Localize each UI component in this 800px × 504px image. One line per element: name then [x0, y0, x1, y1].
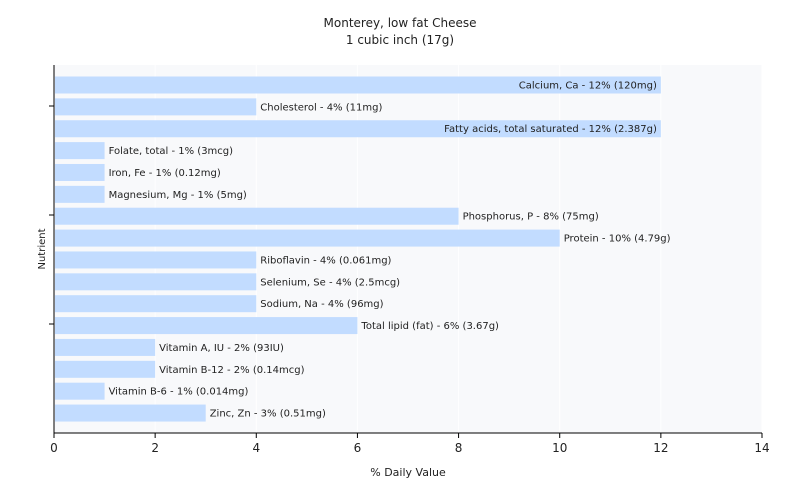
bar: [55, 338, 156, 356]
data-label: Riboflavin - 4% (0.061mg): [260, 255, 391, 266]
bar: [55, 317, 358, 335]
data-label: Zinc, Zn - 3% (0.51mg): [210, 409, 326, 420]
bar: [55, 120, 661, 138]
bar: [55, 163, 105, 181]
bar: [55, 360, 156, 378]
bar: [55, 251, 257, 269]
x-tick-label: 2: [151, 441, 159, 455]
data-labels: Calcium, Ca - 12% (120mg) Cholesterol - 4…: [109, 81, 671, 420]
x-tick-label: 10: [552, 441, 567, 455]
bars: [55, 76, 661, 422]
data-label: Folate, total - 1% (3mcg): [109, 146, 234, 157]
chart-subtitle: 1 cubic inch (17g): [346, 33, 454, 47]
data-label: Vitamin A, IU - 2% (93IU): [159, 343, 284, 354]
data-label: Selenium, Se - 4% (2.5mcg): [260, 277, 400, 288]
bar: [55, 76, 661, 94]
x-tick-label: 0: [50, 441, 58, 455]
data-label: Fatty acids, total saturated - 12% (2.38…: [444, 124, 657, 135]
data-label: Vitamin B-6 - 1% (0.014mg): [109, 387, 249, 398]
data-label: Vitamin B-12 - 2% (0.14mcg): [159, 365, 304, 376]
data-label: Total lipid (fat) - 6% (3.67g): [360, 321, 499, 332]
x-tick-label: 12: [653, 441, 668, 455]
y-axis-label: Nutrient: [37, 228, 48, 269]
x-tick-label: 4: [252, 441, 260, 455]
data-label: Phosphorus, P - 8% (75mg): [463, 212, 599, 223]
x-tick-label: 14: [754, 441, 769, 455]
data-label: Calcium, Ca - 12% (120mg): [519, 81, 657, 92]
bar: [55, 142, 105, 160]
plot-area: [54, 65, 762, 433]
bar: [55, 98, 257, 116]
data-label: Magnesium, Mg - 1% (5mg): [109, 190, 247, 201]
data-label: Cholesterol - 4% (11mg): [260, 102, 382, 113]
data-label: Sodium, Na - 4% (96mg): [260, 299, 383, 310]
bar: [55, 207, 459, 225]
bar: [55, 185, 105, 203]
bar: [55, 229, 560, 247]
x-axis-label: % Daily Value: [370, 466, 446, 479]
x-tick-label: 8: [455, 441, 463, 455]
data-label: Iron, Fe - 1% (0.12mg): [109, 168, 221, 179]
bar: [55, 273, 257, 291]
bar: [55, 382, 105, 400]
bar: [55, 404, 206, 422]
axes: 0 2 4 6 8 10 12 14: [49, 65, 770, 455]
data-label: Protein - 10% (4.79g): [564, 234, 671, 245]
bar: [55, 295, 257, 313]
chart-title: Monterey, low fat Cheese: [324, 16, 477, 30]
x-tick-label: 6: [354, 441, 362, 455]
